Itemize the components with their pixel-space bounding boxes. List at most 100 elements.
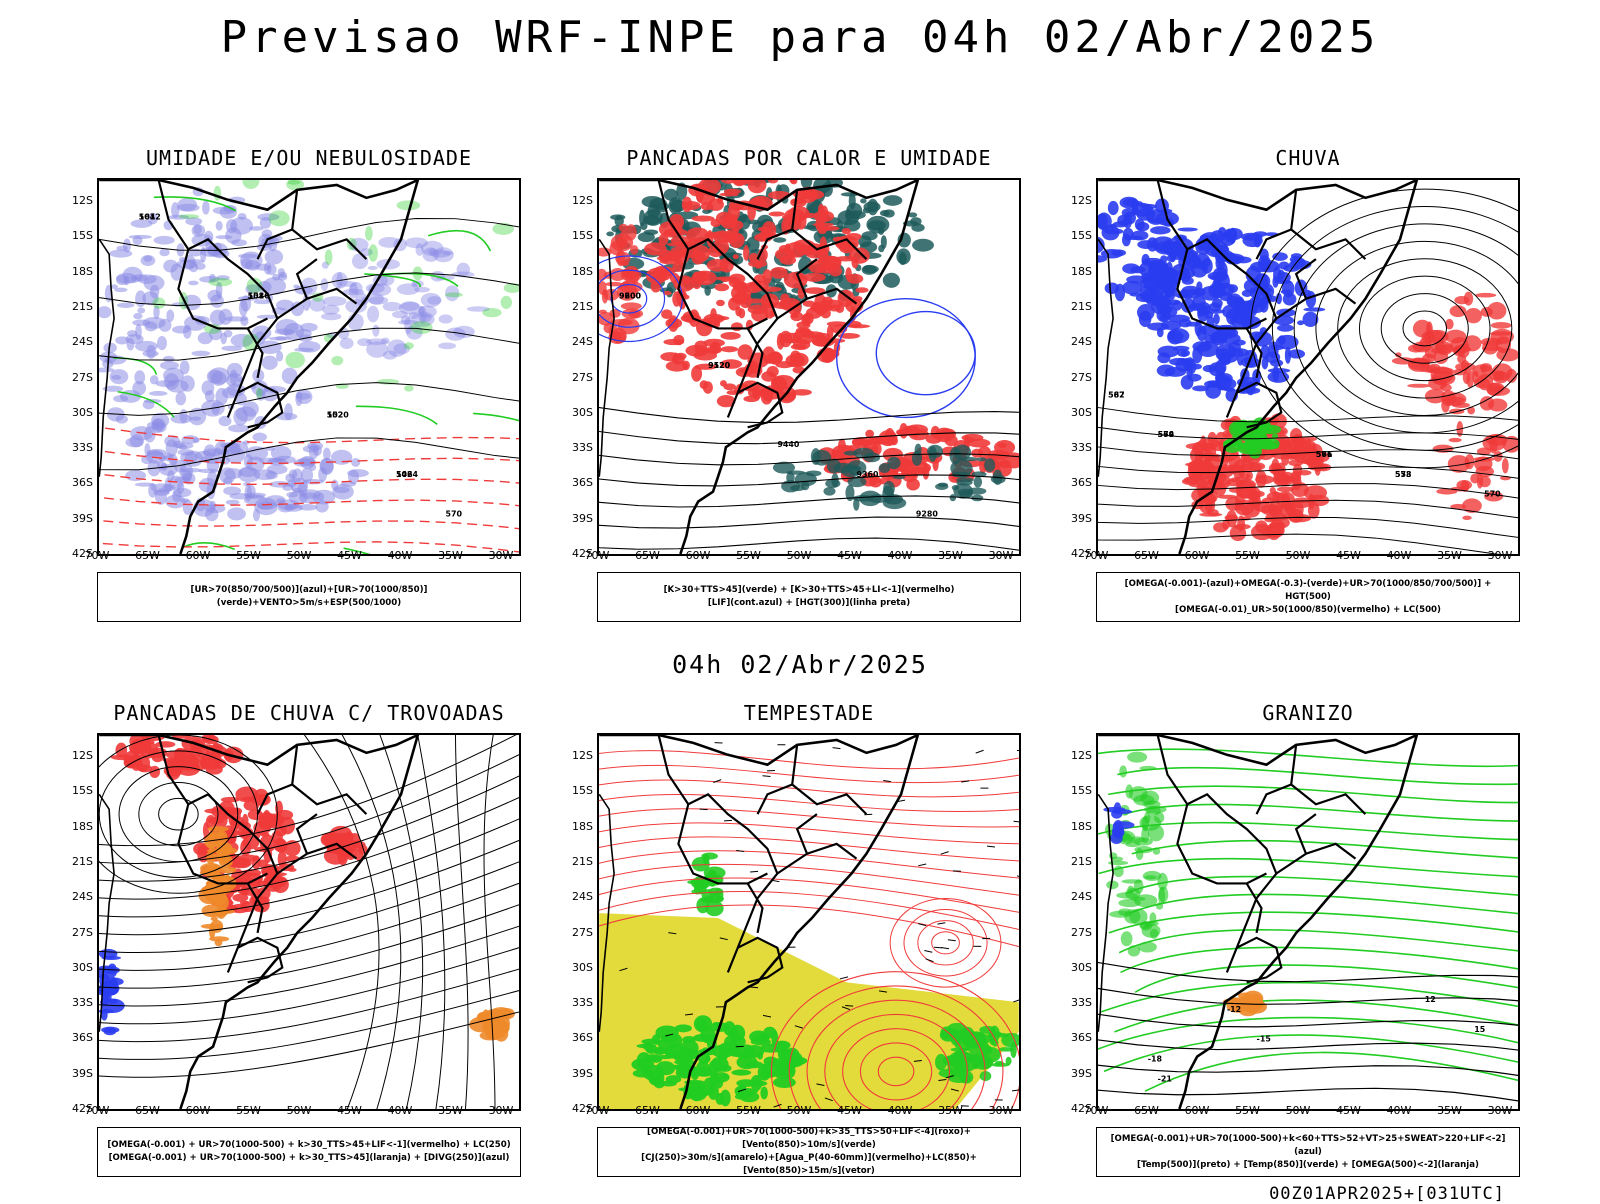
lon-tick-label: 50W: [1283, 549, 1313, 562]
lat-tick-label: 15S: [1066, 784, 1092, 797]
legend-line: [UR>70(850/700/500)](azul)+[UR>70(1000/8…: [102, 584, 516, 610]
lon-tick-label: 60W: [183, 549, 213, 562]
lon-tick-label: 70W: [1081, 1104, 1111, 1117]
svg-text:546: 546: [396, 470, 413, 479]
lat-tick-label: 27S: [67, 371, 93, 384]
lon-tick-label: 55W: [1233, 549, 1263, 562]
lat-tick-label: 24S: [67, 890, 93, 903]
lon-tick-label: 45W: [835, 1104, 865, 1117]
lon-tick-label: 35W: [936, 1104, 966, 1117]
lat-tick-label: 15S: [567, 784, 593, 797]
lon-tick-label: 45W: [335, 549, 365, 562]
lat-tick-label: 12S: [1066, 749, 1092, 762]
svg-text:9200: 9200: [619, 292, 642, 301]
lon-tick-label: 70W: [582, 549, 612, 562]
lon-tick-label: 65W: [633, 1104, 663, 1117]
lat-tick-label: 30S: [567, 406, 593, 419]
lon-tick-label: 70W: [82, 1104, 112, 1117]
lon-tick-label: 70W: [582, 1104, 612, 1117]
lon-tick-label: 30W: [486, 1104, 516, 1117]
panel-title-rain: CHUVA: [1096, 146, 1520, 170]
lon-tick-label: 40W: [1384, 549, 1414, 562]
legend-line: [OMEGA(-0.001)+UR>70(1000-500)+k>35_TTS>…: [602, 1126, 1016, 1152]
svg-text:567: 567: [1108, 391, 1125, 400]
svg-text:558: 558: [1395, 470, 1412, 479]
lat-tick-label: 39S: [1066, 1067, 1092, 1080]
lat-tick-label: 33S: [67, 996, 93, 1009]
lat-tick-label: 39S: [67, 512, 93, 525]
lat-tick-label: 21S: [1066, 300, 1092, 313]
lon-tick-label: 35W: [436, 1104, 466, 1117]
legend-line: [OMEGA(-0.001)-(azul)+OMEGA(-0.3)-(verde…: [1101, 578, 1515, 604]
lon-tick-label: 45W: [1334, 549, 1364, 562]
svg-text:570: 570: [1484, 490, 1501, 499]
lat-tick-label: 18S: [1066, 265, 1092, 278]
lon-tick-label: 50W: [284, 1104, 314, 1117]
svg-text:564: 564: [1158, 430, 1175, 439]
lon-tick-label: 40W: [885, 549, 915, 562]
lat-tick-label: 24S: [567, 890, 593, 903]
lat-tick-label: 33S: [1066, 441, 1092, 454]
lon-tick-label: 35W: [1435, 549, 1465, 562]
svg-text:9440: 9440: [777, 440, 800, 449]
lat-tick-label: 36S: [1066, 476, 1092, 489]
legend-heat-showers: [K>30+TTS>45](verde) + [K>30+TTS>45+LI<-…: [597, 572, 1021, 622]
svg-text:-21: -21: [1158, 1074, 1172, 1083]
lat-tick-label: 30S: [567, 961, 593, 974]
lat-tick-label: 33S: [1066, 996, 1092, 1009]
lon-tick-label: 60W: [1182, 549, 1212, 562]
legend-line: [CJ(250)>30m/s](amarelo)+[Agua_P(40-60mm…: [602, 1152, 1016, 1178]
legend-line: [OMEGA(-0.001)+UR>70(1000-500)+k<60+TTS>…: [1101, 1133, 1515, 1159]
lon-tick-label: 35W: [1435, 1104, 1465, 1117]
lat-tick-label: 12S: [567, 194, 593, 207]
svg-text:564: 564: [139, 213, 156, 222]
legend-rain: [OMEGA(-0.001)-(azul)+OMEGA(-0.3)-(verde…: [1096, 572, 1520, 622]
svg-text:9120: 9120: [708, 361, 731, 370]
lon-tick-label: 30W: [1485, 549, 1515, 562]
lat-tick-label: 12S: [67, 749, 93, 762]
legend-hail: [OMEGA(-0.001)+UR>70(1000-500)+k<60+TTS>…: [1096, 1127, 1520, 1177]
lat-tick-label: 15S: [567, 229, 593, 242]
lat-tick-label: 33S: [67, 441, 93, 454]
lat-tick-label: 18S: [1066, 820, 1092, 833]
lon-tick-label: 55W: [1233, 1104, 1263, 1117]
lon-tick-label: 30W: [986, 1104, 1016, 1117]
lat-tick-label: 21S: [67, 300, 93, 313]
lat-tick-label: 33S: [567, 441, 593, 454]
lon-tick-label: 60W: [683, 549, 713, 562]
map-storm: [597, 733, 1021, 1111]
lon-tick-label: 60W: [1182, 1104, 1212, 1117]
lon-tick-label: 50W: [784, 549, 814, 562]
legend-humidity: [UR>70(850/700/500)](azul)+[UR>70(1000/8…: [97, 572, 521, 622]
lon-tick-label: 45W: [835, 549, 865, 562]
lat-tick-label: 24S: [1066, 890, 1092, 903]
lat-tick-label: 18S: [567, 820, 593, 833]
lon-tick-label: 70W: [82, 549, 112, 562]
lat-tick-label: 27S: [567, 371, 593, 384]
panel-title-hail: GRANIZO: [1096, 701, 1520, 725]
lon-tick-label: 40W: [385, 1104, 415, 1117]
legend-storm: [OMEGA(-0.001)+UR>70(1000-500)+k>35_TTS>…: [597, 1127, 1021, 1177]
legend-line: [OMEGA(-0.001) + UR>70(1000-500) + k>30_…: [102, 1152, 516, 1165]
svg-text:552: 552: [327, 410, 344, 419]
map-graphic-storm: [599, 735, 1019, 1109]
legend-line: [OMEGA(-0.001) + UR>70(1000-500) + k>30_…: [102, 1139, 516, 1152]
lon-tick-label: 55W: [734, 1104, 764, 1117]
legend-thunderstorms: [OMEGA(-0.001) + UR>70(1000-500) + k>30_…: [97, 1127, 521, 1177]
lat-tick-label: 24S: [1066, 335, 1092, 348]
lat-tick-label: 21S: [1066, 855, 1092, 868]
lat-tick-label: 27S: [67, 926, 93, 939]
lat-tick-label: 30S: [1066, 406, 1092, 419]
svg-text:-18: -18: [1148, 1055, 1163, 1064]
lon-tick-label: 65W: [1132, 1104, 1162, 1117]
legend-line: [OMEGA(-0.01)_UR>50(1000/850)(vermelho) …: [1101, 604, 1515, 617]
panel-title-thunderstorms: PANCADAS DE CHUVA C/ TROVOADAS: [97, 701, 521, 725]
lat-tick-label: 12S: [1066, 194, 1092, 207]
svg-text:12: 12: [1425, 995, 1436, 1004]
lon-tick-label: 60W: [183, 1104, 213, 1117]
